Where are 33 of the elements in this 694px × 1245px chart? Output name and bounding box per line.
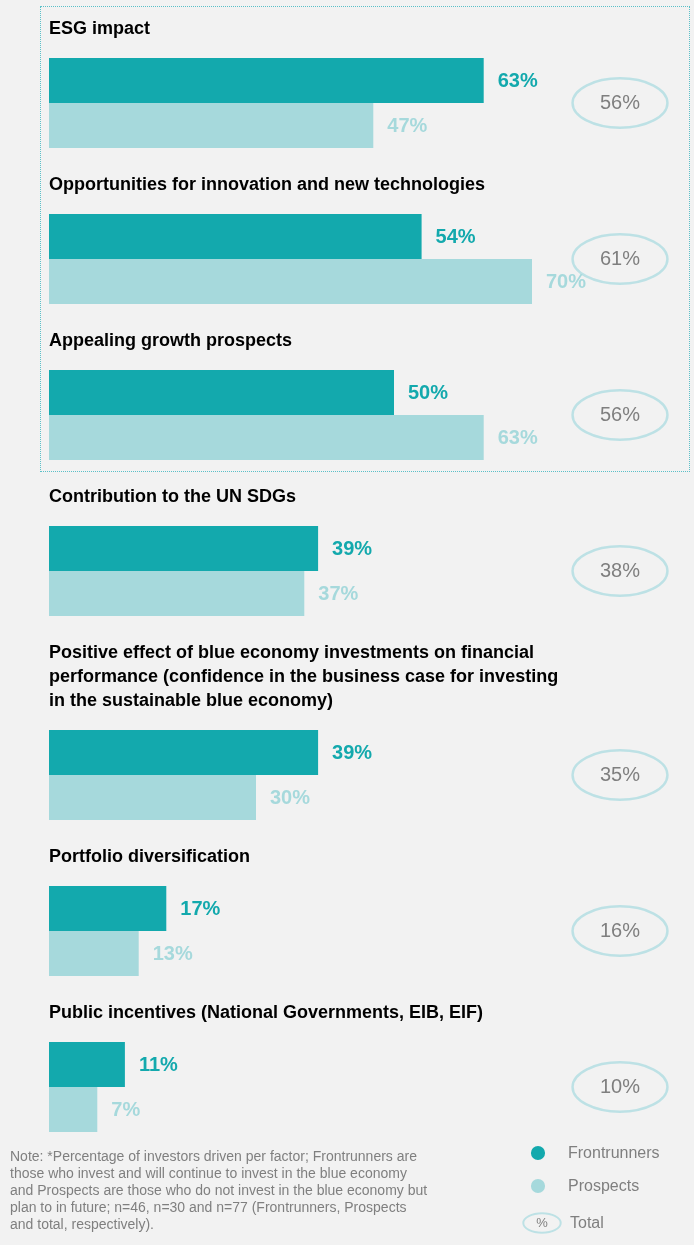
y-tick-label: ESG impact <box>49 18 151 38</box>
data-label: 54% <box>435 224 476 247</box>
text: % <box>536 1215 549 1230</box>
text: 16% <box>599 919 641 941</box>
text: 38% <box>599 559 641 581</box>
data-label: 7% <box>111 1097 141 1120</box>
data-label: 70% <box>546 269 587 292</box>
data-label: 39% <box>332 536 373 559</box>
y-tick-label: Contribution to the UN SDGs <box>49 486 296 506</box>
data-label: 50% <box>408 380 449 403</box>
annotation: Note: *Percentage of investors driven per factor; Frontrunners are those who invest and will continue to invest in the blue economy and Prospects are those who do not invest in the blue economy but plan to in future; n=46, n=30 and n=77 (Frontrunners, Prospects and total, respectively). <box>10 1148 428 1232</box>
data-label: 39% <box>332 740 373 763</box>
y-tick-label: Portfolio diversification <box>49 846 251 866</box>
data-label: 13% <box>152 941 193 964</box>
data-label: 30% <box>270 785 311 808</box>
data-label: 63% <box>497 68 538 91</box>
data-label: 11% <box>138 1052 179 1075</box>
y-tick-label: Public incentives (National Governments, EIB, EIF) <box>49 1002 484 1022</box>
data-label: 63% <box>497 425 538 448</box>
text: 61% <box>599 247 641 269</box>
text: 35% <box>599 763 641 785</box>
y-tick-label: Appealing growth prospects <box>49 330 293 350</box>
data-label: 47% <box>387 113 428 136</box>
text: 56% <box>599 91 641 113</box>
legend-label: Prospects <box>568 1177 640 1194</box>
data-label: 37% <box>318 581 359 604</box>
legend-label: Frontrunners <box>568 1144 660 1161</box>
y-tick-label: Positive effect of blue economy investments on financial performance (confidence in the business case for investing in the sustainable blue economy) <box>49 642 559 710</box>
text: Total <box>570 1214 604 1231</box>
text: 10% <box>599 1075 641 1097</box>
y-tick-label: Opportunities for innovation and new technologies <box>49 174 486 194</box>
text: 56% <box>599 403 641 425</box>
data-label: 17% <box>180 896 221 919</box>
